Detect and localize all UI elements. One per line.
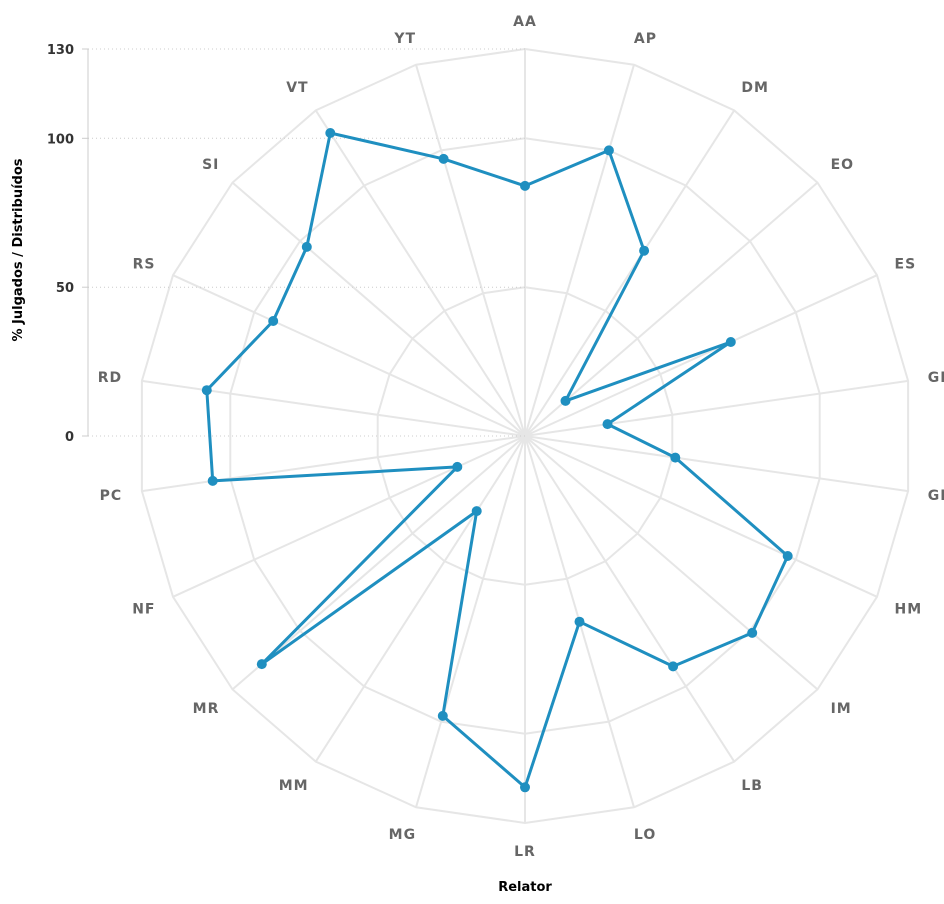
data-point[interactable] [560,395,571,406]
category-label: DM [741,80,769,96]
grid-spoke [524,109,736,437]
grid-spoke [524,435,909,493]
grid-spoke [524,181,819,437]
tick-label: 100 [47,132,74,147]
category-label: LB [741,778,763,794]
data-point[interactable] [268,316,279,326]
data-point[interactable] [520,782,530,793]
grid-spoke [231,435,526,691]
category-label: LO [634,827,656,843]
grid-spoke [524,64,635,437]
grid-spoke [415,64,526,437]
category-label: MR [193,701,220,717]
tick-label: 130 [47,43,74,58]
category-label: NF [132,601,155,617]
data-point[interactable] [301,241,312,252]
category-label: IM [831,701,852,717]
category-label: RD [98,370,122,386]
category-label: MM [279,778,309,794]
category-label: GB [928,370,944,386]
data-point[interactable] [668,661,679,672]
category-label: AP [634,31,657,47]
radial-axis: 0 50 100 130 [47,43,525,445]
grid-spoke [524,274,878,437]
grid-spoke [172,435,526,598]
category-label: VT [286,80,308,96]
data-point[interactable] [574,616,585,627]
grid-spoke [141,379,526,437]
y-axis-title: % Julgados / Distribuídos [11,158,26,341]
grid-spoke [172,274,526,437]
category-label: HM [895,601,923,617]
category-label: RS [133,257,156,273]
tick-label: 50 [56,281,74,296]
grid-spoke [314,435,526,763]
data-point[interactable] [747,627,758,638]
data-point[interactable] [201,385,212,396]
category-label: GR [928,488,944,504]
grid-spoke [524,379,909,437]
grid-spoke [524,435,819,691]
data-point[interactable] [471,506,482,517]
data-point[interactable] [256,659,267,670]
grid-spoke [415,435,526,808]
data-point[interactable] [670,452,681,463]
category-label: YT [393,31,416,47]
data-point[interactable] [520,180,530,191]
grid-spoke [141,435,526,493]
data-point[interactable] [639,245,650,256]
category-label: MG [389,827,416,843]
data-point[interactable] [603,145,614,156]
series-layer [201,128,793,793]
grid-spoke [231,181,526,437]
grid-spoke [524,435,878,598]
data-point[interactable] [325,128,336,138]
category-label: AA [513,14,537,30]
data-point[interactable] [207,475,218,486]
x-axis-title: Relator [498,880,552,895]
data-point[interactable] [602,419,613,430]
category-labels: AA AP DM EO ES GB GR HM IM LB LO LR MG MM MR NF PC RD RS SI… [98,14,944,860]
grid-spoke [314,109,526,437]
category-label: ES [895,257,917,273]
grid-spoke [524,435,736,763]
tick-label: 0 [65,430,74,445]
data-point[interactable] [452,461,463,472]
category-label: SI [202,157,219,173]
category-label: PC [100,488,123,504]
data-point[interactable] [782,551,793,561]
category-label: EO [831,157,854,173]
data-point[interactable] [725,337,736,347]
data-point[interactable] [437,710,448,721]
category-label: LR [514,844,536,860]
data-point[interactable] [438,153,449,164]
